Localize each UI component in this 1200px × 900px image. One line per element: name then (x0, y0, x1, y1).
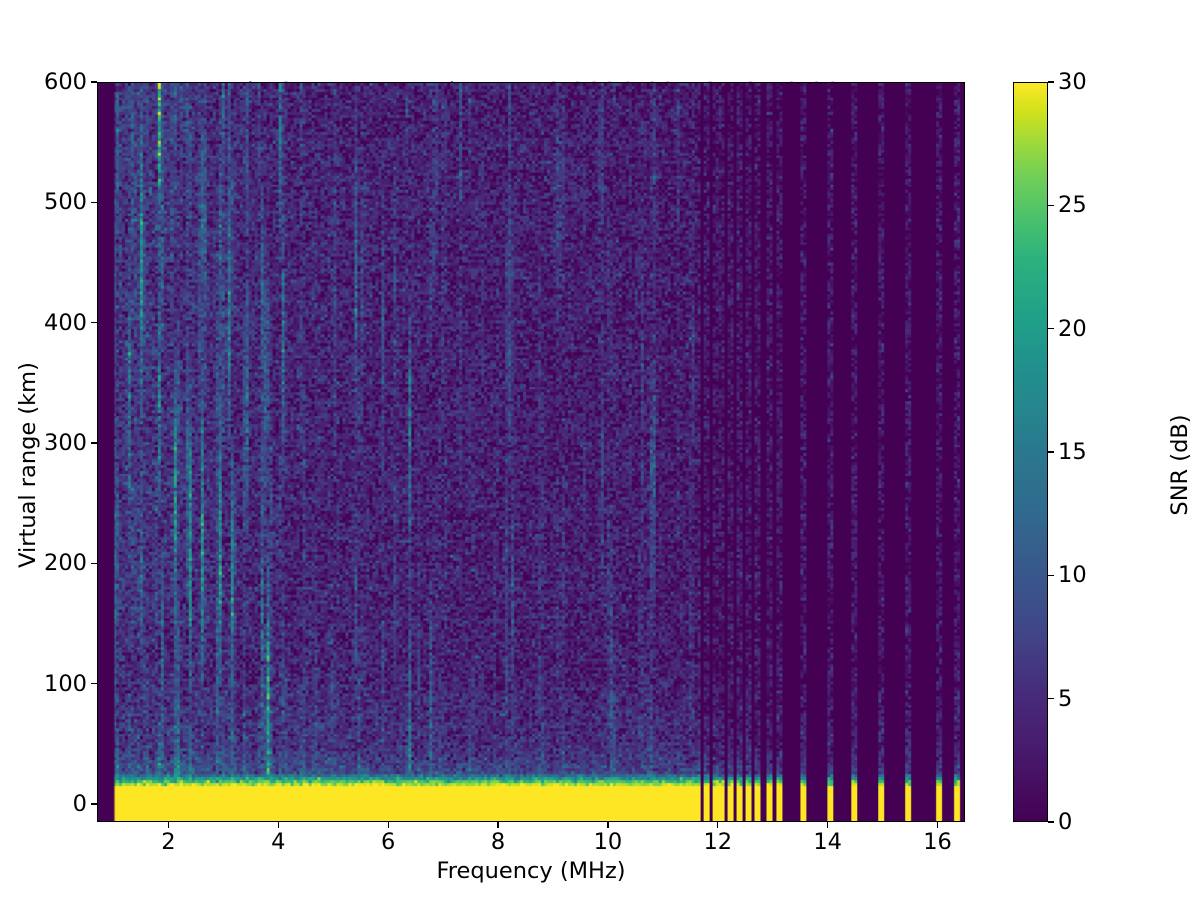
x-tick-mark (277, 822, 279, 828)
y-tick-label: 500 (44, 189, 87, 216)
colorbar-tick-mark (1048, 204, 1054, 206)
y-tick-label: 600 (44, 69, 87, 95)
x-axis-label: Frequency (MHz) (436, 858, 626, 884)
x-tick-label: 6 (380, 829, 396, 855)
colorbar-tick-mark (1048, 81, 1054, 83)
x-tick-mark (387, 822, 389, 828)
y-tick-label: 200 (44, 550, 87, 577)
colorbar-tick-mark (1048, 451, 1054, 453)
colorbar-tick-label: 20 (1058, 315, 1087, 342)
colorbar-tick-label: 30 (1058, 69, 1087, 95)
x-tick-label: 16 (923, 829, 952, 855)
plot-area (97, 82, 965, 822)
x-tick-mark (607, 822, 609, 828)
colorbar-tick-label: 5 (1058, 685, 1073, 712)
colorbar-tick-label: 25 (1058, 192, 1087, 219)
x-tick-mark (167, 822, 170, 828)
colorbar-tick-mark (1048, 574, 1054, 576)
y-tick-mark (91, 803, 97, 805)
y-tick-label: 300 (44, 429, 87, 456)
colorbar (1013, 82, 1048, 822)
x-tick-label: 14 (813, 829, 842, 855)
y-tick-label: 0 (72, 790, 87, 817)
x-tick-mark (936, 822, 939, 828)
x-tick-mark (497, 822, 499, 828)
colorbar-tick-mark (1048, 821, 1054, 823)
y-tick-mark (91, 81, 97, 83)
x-tick-label: 4 (271, 829, 286, 855)
y-tick-mark (91, 322, 97, 324)
y-tick-mark (91, 562, 97, 564)
y-tick-label: 400 (44, 309, 87, 336)
x-tick-mark (717, 822, 719, 828)
x-tick-label: 12 (703, 829, 733, 855)
colorbar-tick-label: 15 (1058, 439, 1087, 465)
colorbar-tick-mark (1048, 698, 1054, 700)
y-tick-label: 100 (44, 670, 87, 697)
colorbar-tick-label: 10 (1058, 562, 1087, 589)
y-tick-mark (91, 201, 97, 203)
ionogram-heatmap (98, 83, 964, 821)
colorbar-label: SNR (dB) (1167, 414, 1193, 516)
colorbar-tick-label: 0 (1058, 809, 1073, 835)
y-tick-mark (91, 442, 97, 444)
colorbar-tick-mark (1048, 328, 1054, 330)
x-tick-mark (827, 822, 829, 828)
x-tick-label: 2 (161, 829, 176, 855)
x-tick-label: 8 (490, 829, 506, 855)
x-tick-label: 10 (593, 829, 623, 855)
y-tick-mark (91, 682, 97, 685)
y-axis-label: Virtual range (km) (15, 362, 41, 568)
